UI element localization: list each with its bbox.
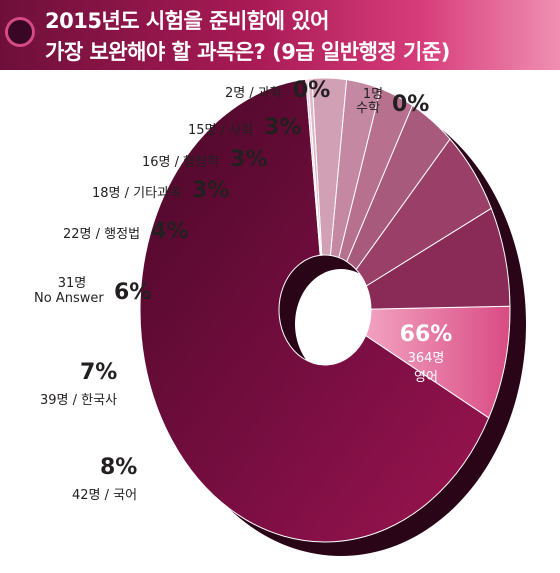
label-society-name: 사회 xyxy=(229,123,254,138)
label-korean-count: 42명 xyxy=(72,488,101,503)
label-english: 66% 364명 영어 xyxy=(396,322,456,385)
label-science-count: 2명 xyxy=(225,86,246,101)
label-public-admin-pct: 3% xyxy=(230,147,268,172)
label-admin-law: 22명 / 행정법 4% xyxy=(63,219,189,244)
label-math-name: 수학 xyxy=(356,101,380,116)
label-public-admin: 16명 / 행정학 3% xyxy=(142,147,268,172)
bullet-circle-icon xyxy=(8,20,32,44)
label-other-name: 기타과목 xyxy=(133,186,182,201)
slice-2 xyxy=(365,207,511,310)
label-math-pct: 0% xyxy=(392,92,429,117)
label-no-answer-pct: 6% xyxy=(114,280,151,305)
label-korean-pct: 8% xyxy=(100,455,138,480)
label-korean-history-count: 39명 xyxy=(40,393,69,408)
chart-title-banner: 2015년도 시험을 준비함에 있어 가장 보완해야 할 과목은? (9급 일반… xyxy=(0,0,560,70)
donut-chart: 1명 수학 0% 2명 / 과학 0% 15명 / 사회 3% 16명 / 행정… xyxy=(0,70,560,573)
label-korean: 8% xyxy=(100,455,137,480)
label-public-admin-count: 16명 xyxy=(142,155,171,170)
label-other-count: 18명 xyxy=(92,186,121,201)
label-math-count: 1명 xyxy=(362,87,384,102)
label-other: 18명 / 기타과목 3% xyxy=(92,178,230,203)
label-math-pct-text: 0% xyxy=(392,92,430,117)
label-no-answer-name: No Answer xyxy=(34,291,104,306)
label-korean-history: 7% xyxy=(80,360,117,385)
label-admin-law-count: 22명 xyxy=(63,227,92,242)
slice-7 xyxy=(311,77,348,256)
label-science-name: 과학 xyxy=(257,86,282,101)
chart-title-line-1: 2015년도 시험을 준비함에 있어 xyxy=(45,9,329,33)
label-other-pct: 3% xyxy=(192,178,230,203)
label-korean-history-name: 한국사 xyxy=(81,393,118,408)
chart-title-line-2: 가장 보완해야 할 과목은? (9급 일반행정 기준) xyxy=(45,40,450,64)
slice-3 xyxy=(355,138,492,287)
label-no-answer: 31명 No Answer xyxy=(34,276,110,306)
label-society: 15명 / 사회 3% xyxy=(188,115,302,140)
donut-chart-svg xyxy=(139,77,526,556)
label-admin-law-pct: 4% xyxy=(151,219,189,244)
label-society-pct: 3% xyxy=(264,115,302,140)
label-public-admin-name: 행정학 xyxy=(183,155,220,170)
label-science-pct: 0% xyxy=(292,78,331,103)
label-math: 1명 수학 xyxy=(356,88,390,116)
slice-0 xyxy=(139,78,490,543)
slice-4 xyxy=(346,104,451,271)
slice-5 xyxy=(338,88,414,263)
label-korean-history-pct: 7% xyxy=(80,360,118,385)
label-no-answer-pct-text: 6% xyxy=(114,280,152,305)
label-korean-name: 국어 xyxy=(113,488,138,503)
slice-1 xyxy=(365,305,511,419)
label-korean-history-detail: 39명 / 한국사 xyxy=(40,393,118,408)
label-english-pct: 66% xyxy=(399,322,453,347)
label-english-count: 364명 xyxy=(407,351,445,366)
label-english-name: 영어 xyxy=(414,370,438,385)
label-korean-detail: 42명 / 국어 xyxy=(72,488,138,503)
label-society-count: 15명 xyxy=(188,123,217,138)
label-admin-law-name: 행정법 xyxy=(104,227,141,242)
label-no-answer-count: 31명 xyxy=(57,276,87,291)
slice-9 xyxy=(305,78,322,256)
label-science: 2명 / 과학 0% xyxy=(225,78,331,103)
